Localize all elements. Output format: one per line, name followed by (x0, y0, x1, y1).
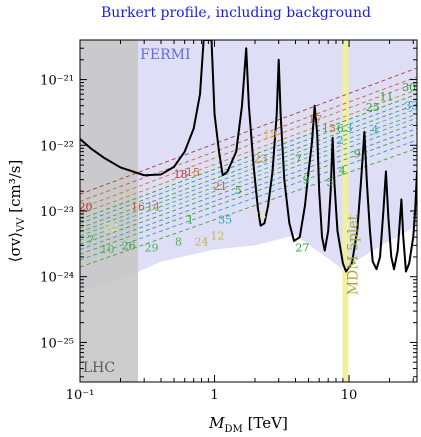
point-label-35: 27 (295, 242, 309, 255)
point-label-9: 2 (337, 134, 344, 147)
point-label-2: 25 (366, 101, 380, 114)
y-axis-label-unit: [cm³/s] (6, 160, 24, 218)
dashed-line-11 (80, 128, 417, 250)
point-label-25: 22 (104, 221, 118, 234)
y-axis-label-main: ⟨σv⟩ (6, 232, 24, 262)
y-tick-label-1: 10⁻²⁴ (40, 271, 74, 286)
dashed-line-14 (80, 147, 417, 268)
point-label-34: 28 (252, 209, 266, 222)
x-axis-label-main: M (208, 414, 225, 432)
dashed-line-8 (80, 113, 417, 237)
dashed-line-7 (80, 108, 417, 233)
point-label-7: 3 (346, 122, 353, 135)
point-label-3: 33 (404, 100, 418, 113)
point-label-6: 6 (337, 122, 344, 135)
x-axis-label-unit: [TeV] (243, 414, 288, 432)
dashed-line-13 (80, 139, 417, 261)
point-label-8: 4 (372, 124, 379, 137)
fermi-excluded-region (80, 40, 417, 292)
point-label-33: 35 (218, 213, 232, 226)
dashed-line-5 (80, 98, 417, 224)
dashed-line-1 (80, 76, 417, 202)
y-tick-label-0: 10⁻²⁵ (40, 336, 74, 351)
dashed-line-3 (80, 89, 417, 215)
y-axis-label: ⟨σv⟩VV [cm³/s] (6, 160, 27, 263)
point-label-0: 30 (402, 81, 416, 94)
x-axis-label: MDM [TeV] (208, 414, 288, 435)
point-label-17: 18 (174, 168, 188, 181)
dashed-line-12 (80, 133, 417, 255)
point-label-15: 4 (339, 164, 346, 177)
axis-ticks: 10⁻¹ 1 10 10⁻²⁵ 10⁻²⁴ 10⁻²³ 10⁻²² 10⁻²¹ (40, 40, 417, 403)
dashed-line-9 (80, 117, 417, 241)
point-label-12: 7 (295, 152, 302, 165)
point-label-13: 9 (303, 174, 310, 187)
point-label-14: 5 (326, 176, 333, 189)
point-label-16: 9 (354, 148, 361, 161)
point-label-27: 10 (100, 243, 114, 256)
point-label-22: 16 (131, 200, 145, 213)
point-label-19: 21 (213, 180, 227, 193)
y-tick-label-3: 10⁻²² (40, 139, 74, 154)
y-axis-label-sub: VV (16, 217, 27, 233)
y-tick-label-4: 10⁻²¹ (40, 74, 74, 89)
dashed-line-10 (80, 122, 417, 245)
point-label-32: 12 (210, 229, 224, 242)
point-label-23: 14 (146, 200, 160, 213)
point-label-10: 19 (263, 128, 277, 141)
mdm-5plet-band (342, 40, 349, 382)
chart-title: Burkert profile, including background (101, 5, 371, 21)
fermi-label: FERMI (140, 47, 190, 63)
point-label-1: 11 (380, 91, 394, 104)
x-tick-label-0: 10⁻¹ (66, 388, 95, 403)
point-label-21: 20 (79, 200, 93, 213)
point-label-24: 1 (187, 213, 194, 226)
point-label-28: 26 (122, 239, 136, 252)
x-tick-label-1: 1 (210, 388, 218, 403)
point-label-30: 8 (175, 235, 182, 248)
x-axis-label-sub: DM (225, 424, 243, 435)
dashed-line-2 (80, 82, 417, 209)
point-label-18: 15 (186, 166, 200, 179)
lhc-label: LHC (83, 360, 115, 376)
point-label-20: 5 (235, 184, 242, 197)
point-label-26: 7 (87, 234, 94, 247)
point-label-4: 17 (308, 113, 322, 126)
dashed-line-6 (80, 103, 417, 229)
dashed-line-4 (80, 93, 417, 220)
mdm-label: MDM 5plet (345, 214, 361, 295)
point-label-31: 24 (194, 235, 208, 248)
point-label-29: 29 (144, 242, 158, 255)
dashed-lines (80, 67, 417, 268)
black-curve (80, 40, 417, 273)
lhc-excluded-region (80, 40, 139, 382)
x-tick-label-2: 10 (341, 388, 358, 403)
point-label-5: 13 (322, 122, 336, 135)
y-tick-label-2: 10⁻²³ (40, 205, 74, 220)
point-label-11: 23 (254, 152, 268, 165)
